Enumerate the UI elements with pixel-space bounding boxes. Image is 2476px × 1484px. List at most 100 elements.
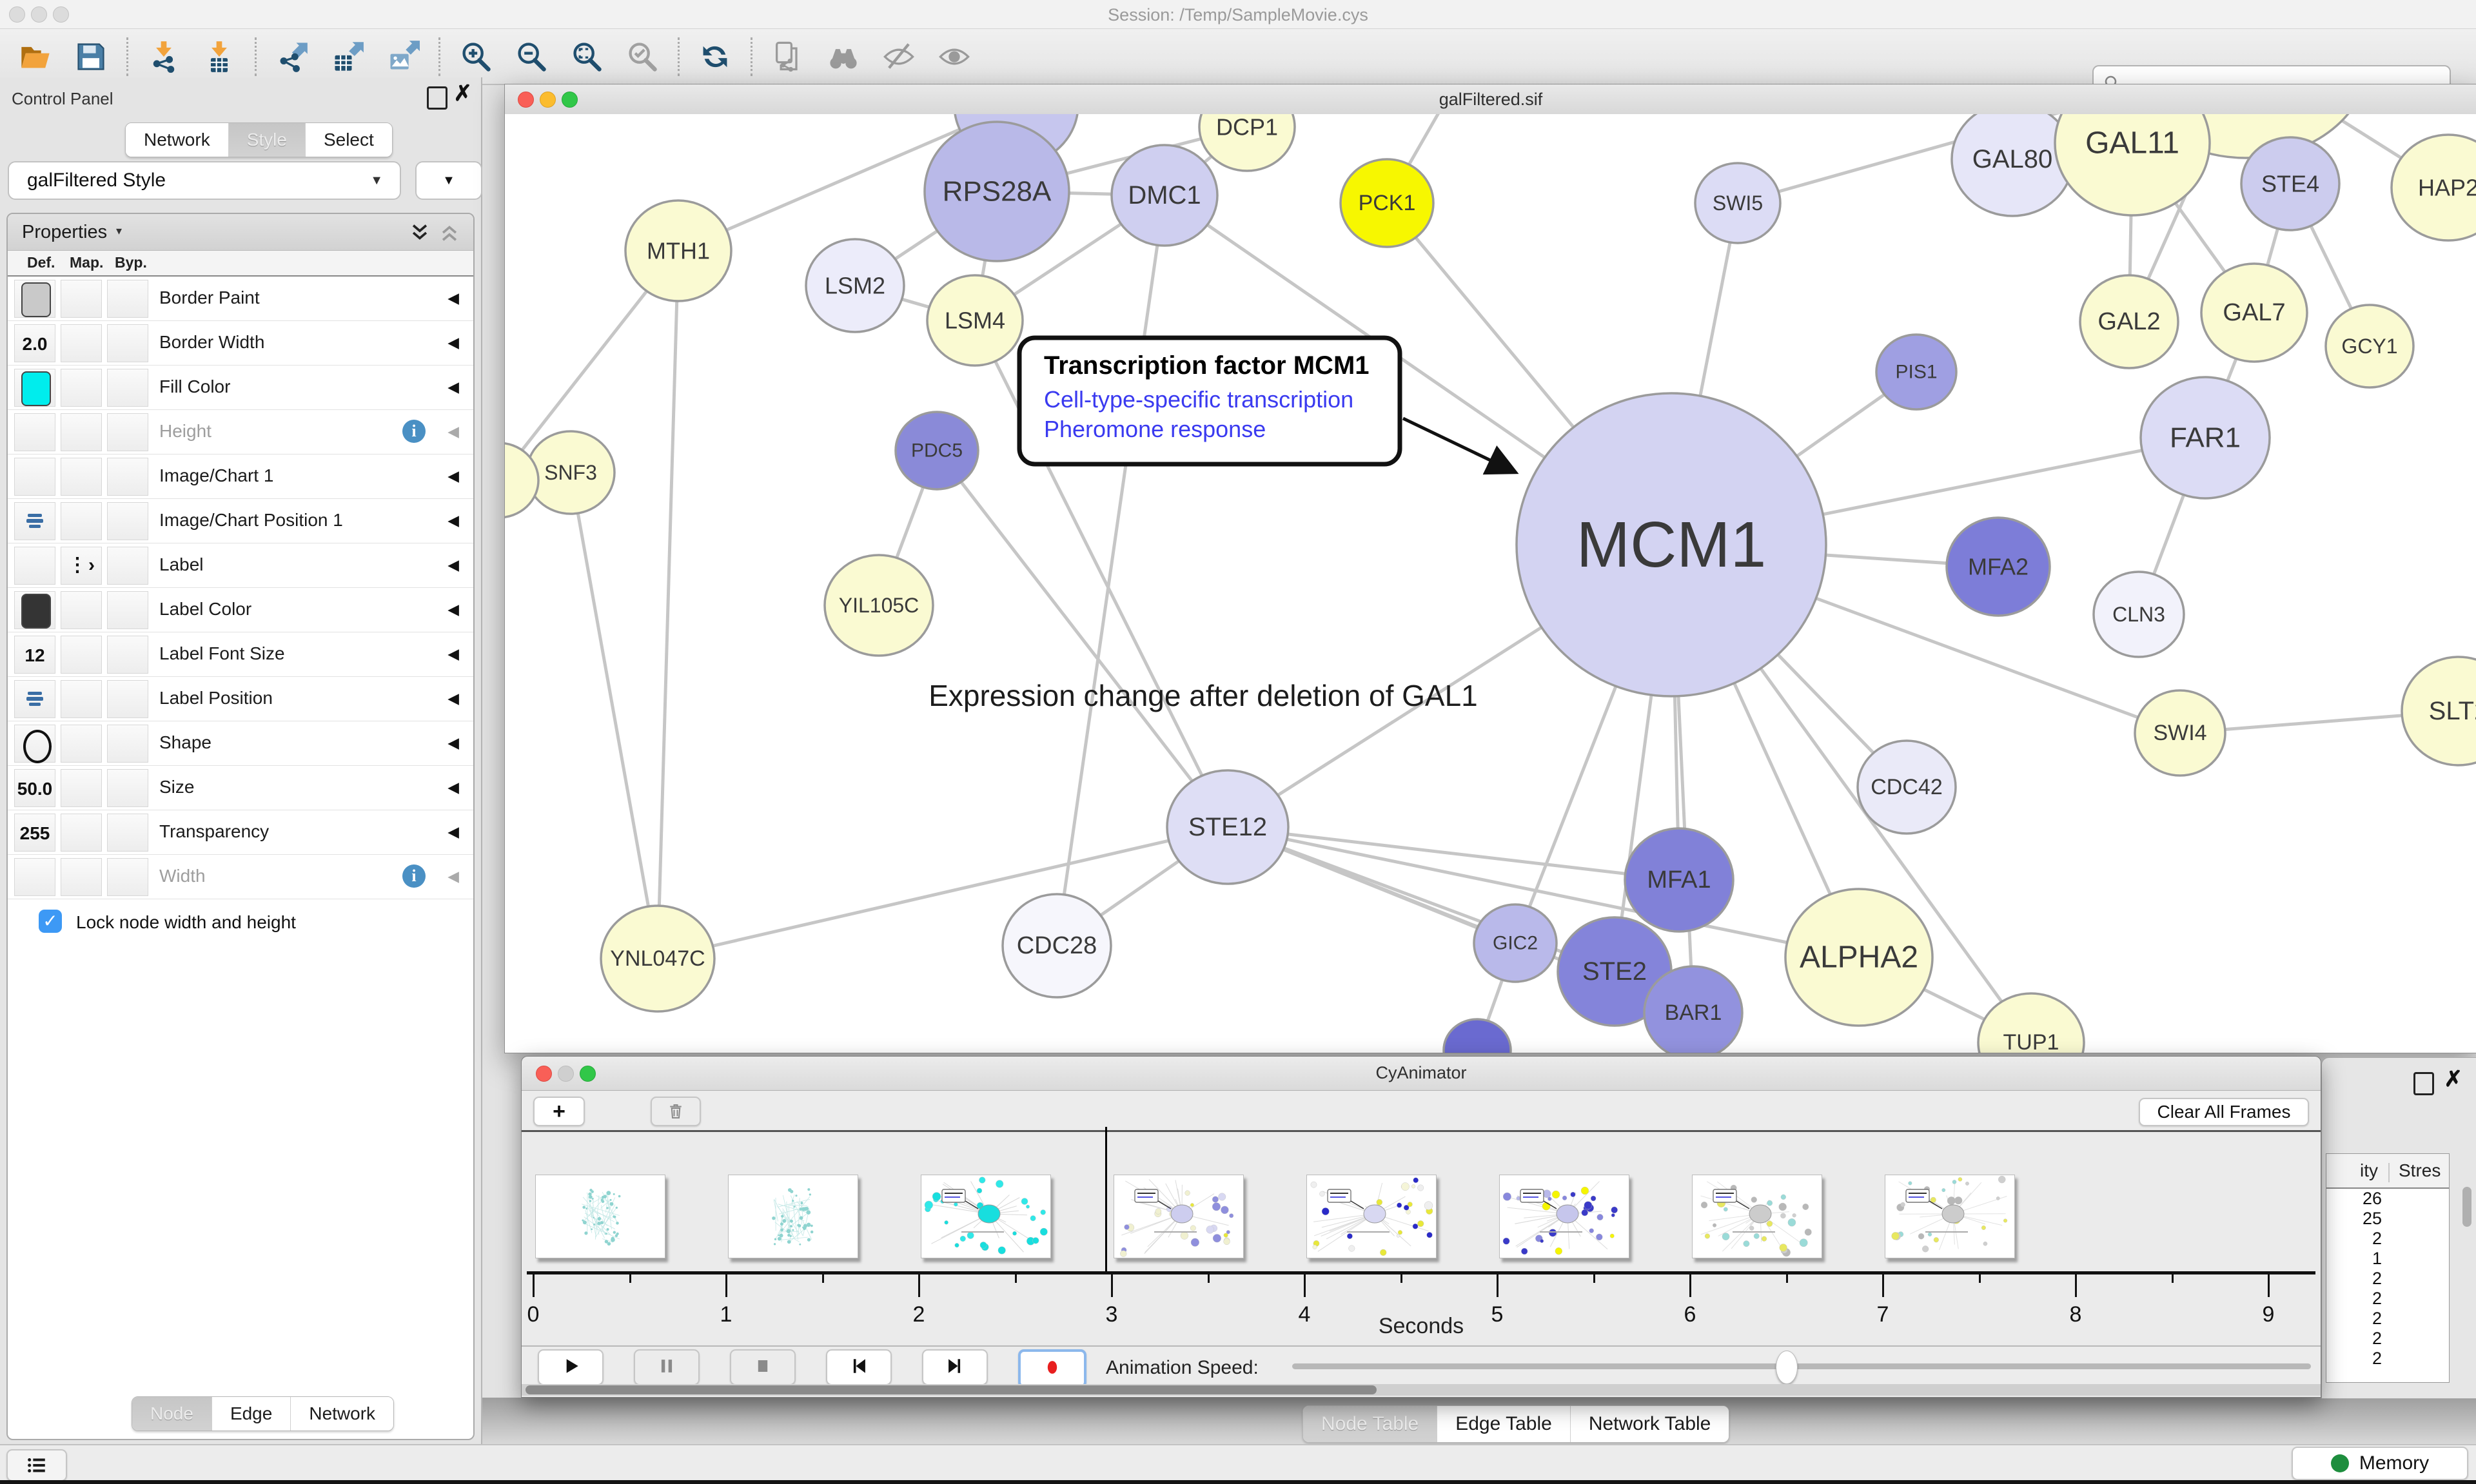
network-node-far1[interactable]: FAR1 <box>2139 376 2271 500</box>
tab-node[interactable]: Node <box>132 1397 211 1430</box>
close-window-icon[interactable] <box>536 1066 552 1082</box>
expand-row-icon[interactable]: ◀ <box>447 289 459 306</box>
network-titlebar[interactable]: galFiltered.sif <box>505 84 2476 115</box>
keyframe-thumbnail-5[interactable] <box>1499 1175 1629 1258</box>
def-cell[interactable] <box>14 858 55 896</box>
map-cell[interactable] <box>61 324 102 362</box>
float-panel-icon[interactable] <box>427 86 447 110</box>
keyframe-thumbnail-0[interactable] <box>535 1175 665 1258</box>
network-node-gal11[interactable]: GAL11 <box>2054 114 2211 217</box>
task-history-button[interactable] <box>6 1449 67 1481</box>
network-node-mfa2[interactable]: MFA2 <box>1945 516 2051 617</box>
tab-node-table[interactable]: Node Table <box>1303 1406 1437 1442</box>
network-node-lsm4[interactable]: LSM4 <box>926 274 1024 367</box>
tab-style[interactable]: Style <box>228 123 305 157</box>
keyframe-thumbnail-3[interactable] <box>1114 1175 1244 1258</box>
expand-row-icon[interactable]: ◀ <box>447 868 459 884</box>
column-divider[interactable] <box>2388 1163 2390 1182</box>
table-cell-value[interactable]: 2 <box>2372 1289 2382 1308</box>
network-node-cln3[interactable]: CLN3 <box>2092 571 2185 658</box>
property-row-label-font-size[interactable]: 12 Label Font Size ◀ <box>8 632 473 677</box>
minimize-window-icon[interactable] <box>31 6 47 23</box>
network-canvas[interactable]: DCP1 RPS28A DMC1 PCK1 SWI5 GAL80 GAL11 STE4 HAP2… <box>505 114 2476 1053</box>
byp-cell[interactable] <box>107 858 148 896</box>
network-node-swi5[interactable]: SWI5 <box>1694 162 1782 244</box>
properties-header[interactable]: Properties ▾ <box>8 214 473 251</box>
byp-cell[interactable] <box>107 280 148 318</box>
network-node-pis1[interactable]: PIS1 <box>1875 333 1958 411</box>
map-cell[interactable] <box>61 280 102 318</box>
close-panel-icon[interactable]: ✗ <box>2444 1067 2463 1091</box>
info-icon[interactable]: i <box>402 420 426 443</box>
close-panel-icon[interactable]: ✗ <box>453 81 473 106</box>
open-session-icon[interactable] <box>17 38 54 75</box>
map-cell[interactable]: ⋮› <box>61 547 102 585</box>
property-row-image-chart-1[interactable]: Image/Chart 1 ◀ <box>8 454 473 499</box>
timeline-playhead[interactable] <box>1105 1127 1108 1271</box>
def-cell[interactable] <box>14 725 55 763</box>
network-node-cdc42[interactable]: CDC42 <box>1856 739 1957 835</box>
expand-row-icon[interactable]: ◀ <box>447 512 459 529</box>
table-cell-value[interactable]: 2 <box>2372 1229 2382 1248</box>
property-row-label-color[interactable]: Label Color ◀ <box>8 588 473 632</box>
expand-row-icon[interactable]: ◀ <box>447 378 459 395</box>
def-cell[interactable]: 50.0 <box>14 769 55 807</box>
expand-row-icon[interactable]: ◀ <box>447 690 459 707</box>
expand-row-icon[interactable]: ◀ <box>447 467 459 484</box>
network-node-gal2[interactable]: GAL2 <box>2079 274 2179 369</box>
network-node-tup1[interactable]: TUP1 <box>1977 992 2085 1053</box>
timeline[interactable]: Seconds 0 1 2 3 4 5 6 7 8 9 <box>522 1127 2321 1347</box>
keyframe-thumbnail-4[interactable] <box>1306 1175 1437 1258</box>
cyanimator-titlebar[interactable]: CyAnimator <box>522 1057 2321 1091</box>
network-node-gal7[interactable]: GAL7 <box>2200 262 2308 363</box>
minimize-window-icon[interactable] <box>558 1066 574 1082</box>
network-node-mth1[interactable]: MTH1 <box>624 199 732 302</box>
stop-button[interactable] <box>730 1349 796 1385</box>
network-node-gic2[interactable]: GIC2 <box>1473 903 1558 983</box>
tab-network[interactable]: Network <box>290 1397 394 1430</box>
export-image-icon[interactable] <box>384 38 422 75</box>
property-row-size[interactable]: 50.0 Size ◀ <box>8 766 473 810</box>
property-row-shape[interactable]: Shape ◀ <box>8 721 473 766</box>
byp-cell[interactable] <box>107 769 148 807</box>
map-cell[interactable] <box>61 725 102 763</box>
network-node-alpha2[interactable]: ALPHA2 <box>1784 888 1934 1027</box>
network-node-mfa1[interactable]: MFA1 <box>1624 827 1734 933</box>
copy-style-icon[interactable] <box>769 38 807 75</box>
zoom-out-icon[interactable] <box>513 38 550 75</box>
maximize-window-icon[interactable] <box>562 92 578 108</box>
maximize-window-icon[interactable] <box>53 6 69 23</box>
map-cell[interactable] <box>61 591 102 629</box>
network-node-slt2[interactable]: SLT2 <box>2401 656 2476 766</box>
tab-network-table[interactable]: Network Table <box>1569 1406 1729 1442</box>
expand-row-icon[interactable]: ◀ <box>447 734 459 751</box>
keyframe-thumbnail-7[interactable] <box>1885 1175 2015 1258</box>
export-table-icon[interactable] <box>329 38 366 75</box>
skip-start-button[interactable] <box>826 1349 892 1385</box>
map-cell[interactable] <box>61 369 102 407</box>
byp-cell[interactable] <box>107 814 148 852</box>
network-node-ste4[interactable]: STE4 <box>2240 136 2341 231</box>
property-row-label-position[interactable]: Label Position ◀ <box>8 677 473 721</box>
def-cell[interactable] <box>14 413 55 451</box>
network-node-ynl047c[interactable]: YNL047C <box>600 904 716 1013</box>
play-button[interactable] <box>538 1349 604 1385</box>
style-selector[interactable]: galFiltered Style ▼ <box>8 161 401 200</box>
byp-cell[interactable] <box>107 547 148 585</box>
skip-end-button[interactable] <box>922 1349 988 1385</box>
network-node-cdc28[interactable]: CDC28 <box>1001 893 1112 999</box>
property-row-transparency[interactable]: 255 Transparency ◀ <box>8 810 473 855</box>
keyframe-thumbnail-2[interactable] <box>921 1175 1051 1258</box>
column-stress[interactable]: Stres <box>2399 1160 2441 1180</box>
tab-edge-table[interactable]: Edge Table <box>1437 1406 1570 1442</box>
network-node-yil105c[interactable]: YIL105C <box>823 554 934 657</box>
def-cell[interactable]: 255 <box>14 814 55 852</box>
property-row-label[interactable]: ⋮› Label ◀ <box>8 543 473 588</box>
expand-row-icon[interactable]: ◀ <box>447 423 459 440</box>
annotation-callout[interactable]: Transcription factor MCM1 Cell-type-speci… <box>1017 335 1402 467</box>
byp-cell[interactable] <box>107 725 148 763</box>
network-node-ycut[interactable] <box>505 442 540 518</box>
horizontal-scrollbar[interactable] <box>522 1384 2321 1396</box>
tab-network[interactable]: Network <box>126 123 228 157</box>
zoom-selected-icon[interactable] <box>624 38 661 75</box>
